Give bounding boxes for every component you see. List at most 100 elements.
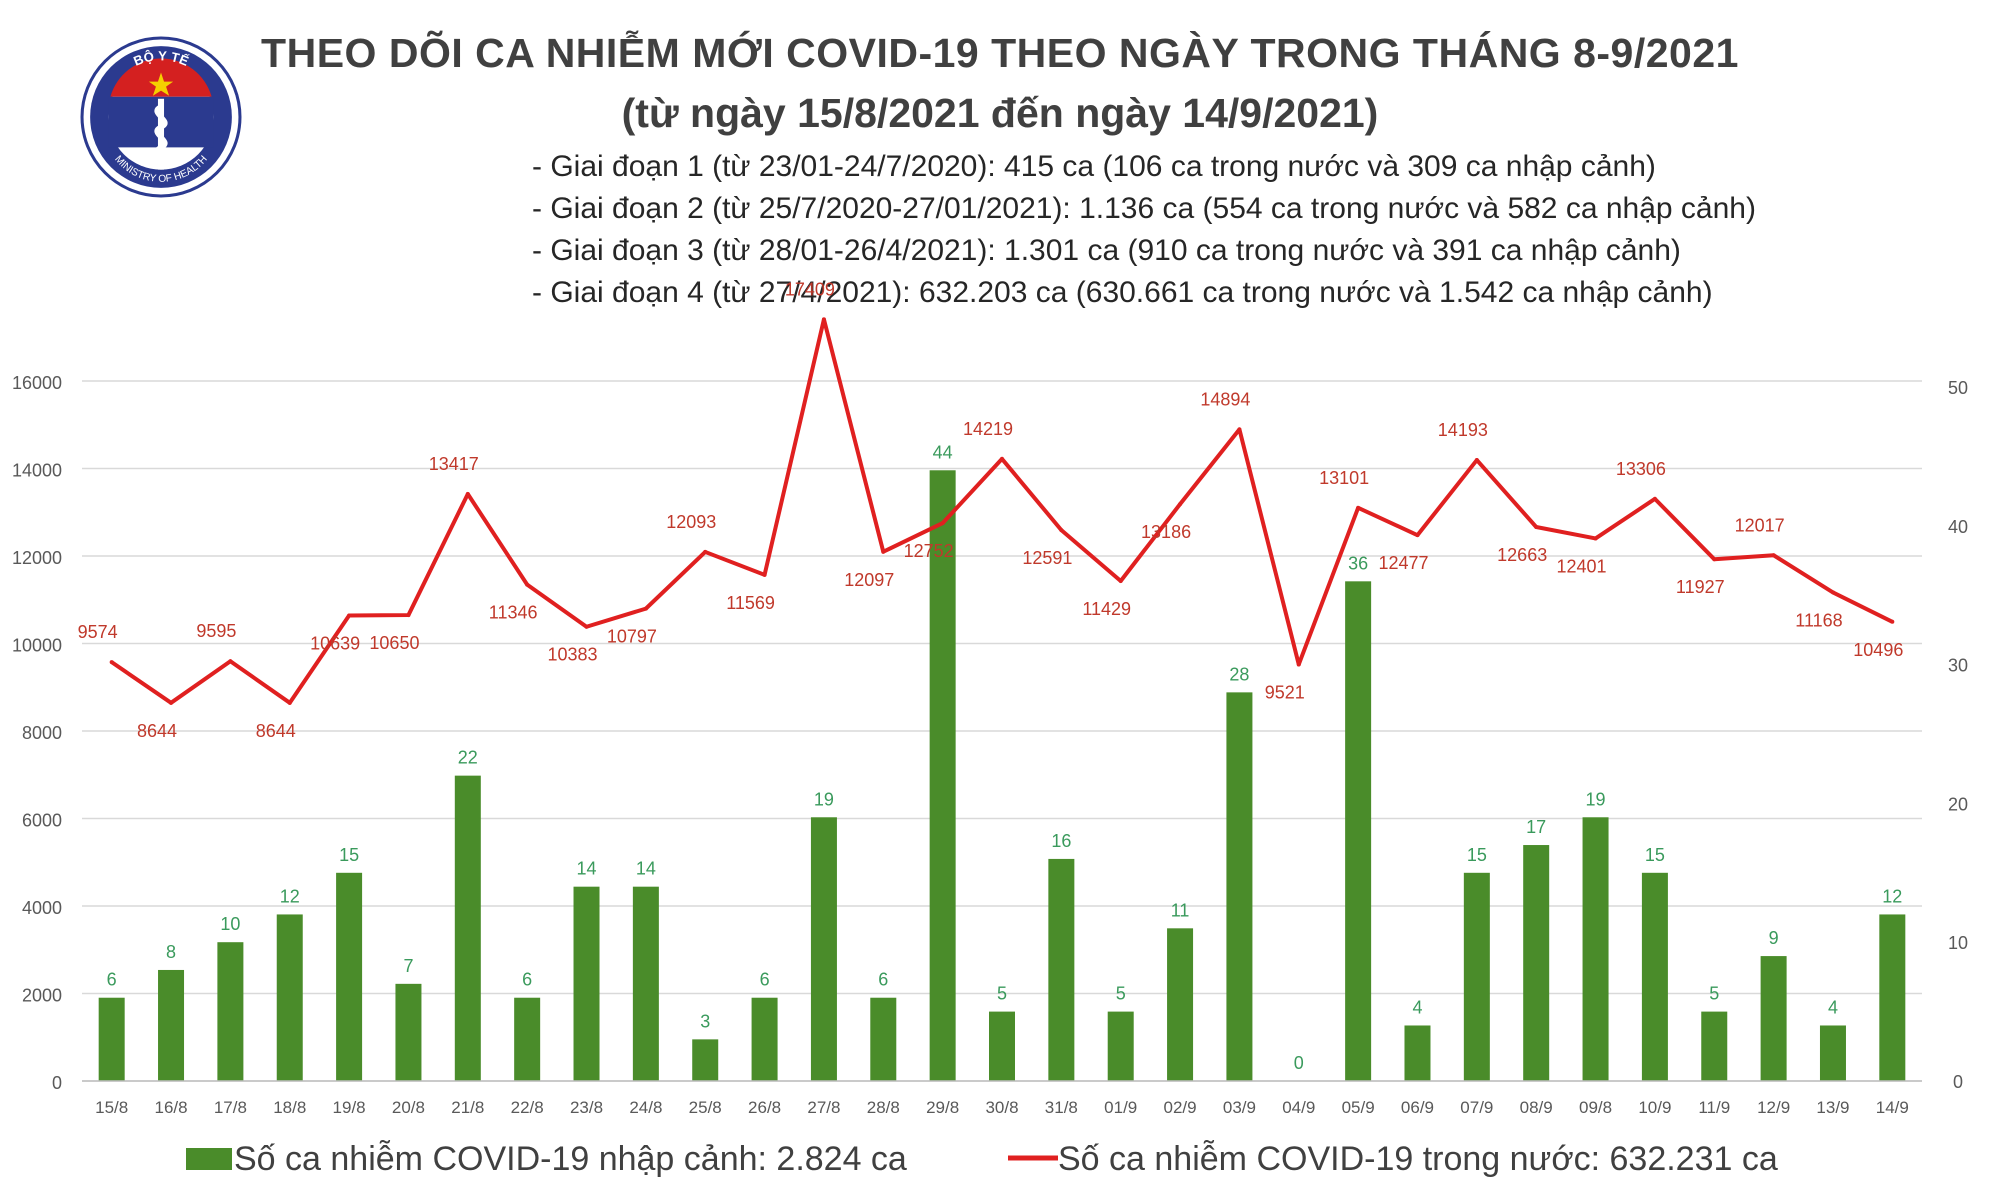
- x-axis-tick-label: 07/9: [1460, 1098, 1493, 1117]
- x-axis-tick-label: 05/9: [1342, 1098, 1375, 1117]
- bar: [989, 1011, 1015, 1081]
- bar-value-label: 4: [1412, 997, 1422, 1017]
- bar: [1523, 845, 1550, 1081]
- right-axis-tick-label: 40: [1948, 517, 1968, 537]
- line-point: [703, 549, 708, 554]
- left-axis-tick-label: 10000: [12, 636, 62, 656]
- line-point: [1118, 578, 1123, 583]
- line-point: [1890, 619, 1895, 624]
- bar-value-label: 3: [700, 1011, 710, 1031]
- left-axis-tick-label: 16000: [12, 373, 62, 393]
- right-axis-tick-label: 0: [1953, 1072, 1963, 1092]
- bar: [1107, 1011, 1134, 1081]
- bar-value-label: 15: [339, 845, 359, 865]
- line-value-label: 13417: [429, 454, 479, 474]
- bar: [810, 817, 837, 1081]
- bar-value-label: 5: [1116, 984, 1126, 1004]
- bar: [98, 997, 125, 1081]
- line-point: [1000, 456, 1004, 461]
- line-point: [643, 606, 648, 611]
- bar: [632, 886, 659, 1081]
- line-value-label: 11168: [1795, 610, 1842, 630]
- bar-value-label: 7: [403, 956, 413, 976]
- bar-value-label: 14: [636, 859, 656, 879]
- left-axis-tick-label: 6000: [22, 811, 62, 831]
- x-axis-tick-label: 20/8: [392, 1098, 425, 1117]
- bar-series: [98, 470, 1906, 1081]
- ministry-of-health-logo: BỘ Y TẾ MINISTRY OF HEALTH: [80, 36, 242, 198]
- line-point: [228, 659, 233, 664]
- bar-value-label: 44: [933, 442, 953, 462]
- x-axis-tick-label: 15/8: [95, 1098, 128, 1117]
- line-value-label: 12663: [1497, 545, 1547, 565]
- x-axis-tick-label: 21/8: [451, 1098, 484, 1117]
- x-axis-tick-label: 16/8: [154, 1098, 187, 1117]
- bar-value-label: 14: [577, 859, 597, 879]
- line-point: [1830, 590, 1835, 595]
- line-value-label: 11429: [1082, 599, 1131, 619]
- bar: [1641, 872, 1668, 1081]
- x-axis: 15/8 16/8 17/8 18/8 19/8 20/8 21/8 22/8 23/8 24/8…: [82, 1080, 1922, 1117]
- x-axis-tick-label: 14/9: [1876, 1098, 1909, 1117]
- period-1-text: - Giai đoạn 1 (từ 23/01-24/7/2020): 415 …: [532, 150, 1656, 183]
- bar: [1463, 872, 1490, 1081]
- x-axis-tick-label: 06/9: [1401, 1098, 1434, 1117]
- line-point: [821, 317, 826, 322]
- bar-value-label: 16: [1051, 831, 1071, 851]
- line-value-label: 8644: [137, 721, 177, 741]
- left-axis-tick-label: 8000: [22, 723, 62, 743]
- left-axis-tick-label: 0: [52, 1073, 62, 1093]
- x-axis-tick-label: 23/8: [570, 1098, 603, 1117]
- line-value-label: 10650: [369, 633, 419, 653]
- line-value-label: 12591: [1022, 548, 1072, 568]
- line-value-label: 13101: [1319, 468, 1369, 488]
- x-axis-tick-label: 22/8: [511, 1098, 544, 1117]
- bar-value-label: 6: [522, 970, 532, 990]
- line-point: [1593, 536, 1598, 541]
- bar-value-label: 17: [1526, 817, 1546, 837]
- legend: Số ca nhiễm COVID-19 nhập cảnh: 2.824 ca…: [186, 1140, 1778, 1178]
- bar: [1879, 914, 1906, 1081]
- x-axis-tick-label: 10/9: [1638, 1098, 1671, 1117]
- logo-text-top: BỘ Y TẾ: [131, 48, 191, 69]
- line-value-label: 12752: [904, 541, 954, 561]
- bar-value-label: 28: [1229, 664, 1249, 684]
- x-axis-tick-label: 31/8: [1045, 1098, 1078, 1117]
- line-value-label: 14219: [963, 419, 1013, 439]
- line-point: [525, 582, 530, 587]
- line-value-label: 12401: [1557, 556, 1607, 576]
- line-value-label: 9521: [1265, 682, 1305, 702]
- left-axis-tick-label: 14000: [12, 461, 62, 481]
- line-point: [881, 549, 886, 554]
- x-axis-tick-label: 19/8: [333, 1098, 366, 1117]
- line-value-label: 9574: [78, 622, 118, 642]
- line-value-label: 14894: [1200, 389, 1250, 409]
- bar: [336, 872, 363, 1081]
- line-point: [1771, 553, 1776, 558]
- left-axis-tick-label: 12000: [12, 548, 62, 568]
- chart-subtitle: (từ ngày 15/8/2021 đến ngày 14/9/2021): [621, 90, 1379, 136]
- bar: [158, 969, 185, 1081]
- line-data-labels: 9574 8644 9595 8644 10639 10650 13417 11346 1038…: [78, 279, 1904, 740]
- x-axis-tick-label: 04/9: [1282, 1098, 1315, 1117]
- bar: [1167, 928, 1194, 1081]
- bar: [929, 470, 956, 1081]
- bar: [870, 997, 897, 1081]
- x-axis-tick-label: 01/9: [1104, 1098, 1137, 1117]
- x-axis-tick-label: 11/9: [1698, 1098, 1730, 1117]
- line-point: [1296, 662, 1301, 667]
- x-axis-tick-label: 29/8: [926, 1098, 959, 1117]
- line-value-label: 14193: [1438, 420, 1488, 440]
- line-value-label: 12093: [666, 512, 716, 532]
- bar-value-label: 36: [1348, 553, 1368, 573]
- line-value-label: 10797: [607, 627, 657, 647]
- bar: [1701, 1011, 1728, 1081]
- line-point: [109, 660, 114, 665]
- legend-swatch-bar: [186, 1148, 232, 1170]
- bar: [454, 775, 481, 1081]
- x-axis-tick-label: 02/9: [1164, 1098, 1197, 1117]
- line-point: [1415, 533, 1420, 538]
- left-axis-tick-label: 2000: [22, 986, 62, 1006]
- line-point: [584, 624, 589, 629]
